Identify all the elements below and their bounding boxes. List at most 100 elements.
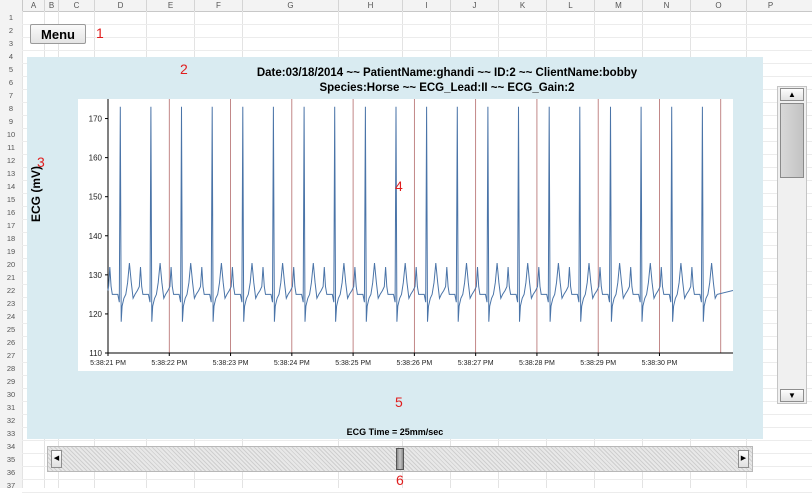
x-tick-label: 5:38:22 PM (151, 360, 187, 367)
row-header-12[interactable]: 12 (6, 156, 16, 165)
plot-area: 110 120 130 140 150 160 170 5:38:21 PM 5:38:22 P… (78, 99, 734, 371)
row-header-30[interactable]: 30 (6, 390, 16, 399)
marker-2: 2 (180, 61, 188, 77)
y-tick-label: 110 (89, 349, 102, 358)
x-tick-label: 5:38:25 PM (335, 360, 371, 367)
marker-5: 5 (395, 394, 403, 410)
row-header-11[interactable]: 11 (7, 143, 15, 152)
row-header-1[interactable]: 1 (8, 13, 14, 22)
menu-button[interactable]: Menu (30, 24, 86, 44)
row-header-27[interactable]: 27 (6, 351, 16, 360)
grid-row-line (22, 24, 812, 25)
y-tick-label: 170 (89, 115, 103, 124)
row-header-14[interactable]: 14 (6, 182, 16, 191)
row-header-18[interactable]: 18 (6, 234, 16, 243)
x-tick-label: 5:38:28 PM (519, 360, 555, 367)
column-header-l[interactable]: L (546, 0, 594, 11)
row-header-13[interactable]: 13 (6, 169, 16, 178)
row-header-33[interactable]: 33 (6, 429, 16, 438)
marker-4: 4 (395, 178, 403, 194)
column-header-f[interactable]: F (194, 0, 242, 11)
row-header-7[interactable]: 7 (8, 91, 14, 100)
horizontal-scroll-thumb[interactable] (396, 448, 404, 470)
row-header-5[interactable]: 5 (8, 65, 14, 74)
row-header-2[interactable]: 2 (8, 26, 14, 35)
row-header-4[interactable]: 4 (8, 52, 14, 61)
row-header-22[interactable]: 22 (6, 286, 16, 295)
column-header-e[interactable]: E (146, 0, 194, 11)
y-tick-label: 120 (89, 310, 103, 319)
row-header-26[interactable]: 26 (6, 338, 16, 347)
grid-row-line (22, 37, 812, 38)
row-header-20[interactable]: 20 (6, 260, 16, 269)
row-header-25[interactable]: 25 (6, 325, 16, 334)
column-header-h[interactable]: H (338, 0, 402, 11)
chart-header-line-2: Species:Horse ~~ ECG_Lead:II ~~ ECG_Gain… (319, 82, 575, 94)
scroll-right-button[interactable]: ▶ (738, 450, 749, 468)
row-header-32[interactable]: 32 (6, 416, 16, 425)
marker-1: 1 (96, 25, 104, 41)
vertical-scrollbar[interactable]: ▲ ▼ (777, 86, 807, 404)
row-header-6[interactable]: 6 (8, 78, 14, 87)
marker-3: 3 (37, 154, 45, 170)
row-header-15[interactable]: 15 (6, 195, 16, 204)
y-axis-label: ECG (mV) (29, 165, 43, 222)
row-header-37[interactable]: 37 (6, 481, 16, 490)
x-tick-label: 5:38:26 PM (396, 360, 432, 367)
column-header-b[interactable]: B (44, 0, 58, 11)
row-header-3[interactable]: 3 (8, 39, 14, 48)
column-header-m[interactable]: M (594, 0, 642, 11)
scroll-left-button[interactable]: ◀ (51, 450, 62, 468)
row-header-9[interactable]: 9 (8, 117, 14, 126)
column-header-j[interactable]: J (450, 0, 498, 11)
ecg-chart-panel: Date:03/18/2014 ~~ PatientName:ghandi ~~… (27, 57, 763, 439)
x-tick-label: 5:38:27 PM (458, 360, 494, 367)
row-header-28[interactable]: 28 (6, 364, 16, 373)
grid-row-line (22, 440, 812, 441)
grid-column-line (22, 11, 23, 488)
row-header-31[interactable]: 31 (6, 403, 16, 412)
x-axis-label: ECG Time = 25mm/sec (346, 427, 444, 437)
grid-row-line (22, 479, 812, 480)
column-header-i[interactable]: I (402, 0, 450, 11)
chart-header-line-1: Date:03/18/2014 ~~ PatientName:ghandi ~~… (256, 67, 638, 79)
row-header-10[interactable]: 10 (6, 130, 16, 139)
horizontal-scrollbar[interactable]: ◀ ▶ (47, 446, 753, 472)
row-header-bar: 1 2 3 4 5 6 7 8 9 10 11 12 13 14 15 16 17 18 19 20 21 22 23 24 2… (0, 0, 23, 490)
x-tick-label: 5:38:21 PM (90, 360, 126, 367)
vertical-scroll-thumb[interactable] (780, 103, 804, 178)
y-tick-label: 150 (89, 193, 103, 202)
column-header-n[interactable]: N (642, 0, 690, 11)
column-header-p[interactable]: P (746, 0, 794, 11)
grid-row-line (22, 50, 812, 51)
row-header-16[interactable]: 16 (6, 208, 16, 217)
y-tick-label: 140 (89, 232, 103, 241)
row-header-21[interactable]: 21 (6, 273, 16, 282)
row-header-24[interactable]: 24 (6, 312, 16, 321)
row-header-19[interactable]: 19 (6, 247, 16, 256)
column-header-d[interactable]: D (94, 0, 146, 11)
row-header-36[interactable]: 36 (6, 468, 16, 477)
y-tick-label: 160 (89, 154, 103, 163)
scroll-up-button[interactable]: ▲ (780, 88, 804, 101)
column-header-a[interactable]: A (22, 0, 44, 11)
row-header-34[interactable]: 34 (6, 442, 16, 451)
x-tick-label: 5:38:29 PM (580, 360, 616, 367)
row-header-17[interactable]: 17 (6, 221, 16, 230)
x-tick-label: 5:38:23 PM (213, 360, 249, 367)
column-header-o[interactable]: O (690, 0, 746, 11)
row-header-8[interactable]: 8 (8, 104, 14, 113)
y-tick-label: 130 (89, 271, 103, 280)
column-header-g[interactable]: G (242, 0, 338, 11)
x-tick-label: 5:38:30 PM (642, 360, 678, 367)
row-header-29[interactable]: 29 (6, 377, 16, 386)
column-header-c[interactable]: C (58, 0, 94, 11)
scroll-down-button[interactable]: ▼ (780, 389, 804, 402)
ecg-chart: 110 120 130 140 150 160 170 5:38:21 PM 5:38:22 P… (89, 99, 734, 367)
x-tick-label: 5:38:24 PM (274, 360, 310, 367)
row-header-35[interactable]: 35 (6, 455, 16, 464)
row-header-23[interactable]: 23 (6, 299, 16, 308)
ecg-series-line (107, 106, 734, 322)
column-header-k[interactable]: K (498, 0, 546, 11)
